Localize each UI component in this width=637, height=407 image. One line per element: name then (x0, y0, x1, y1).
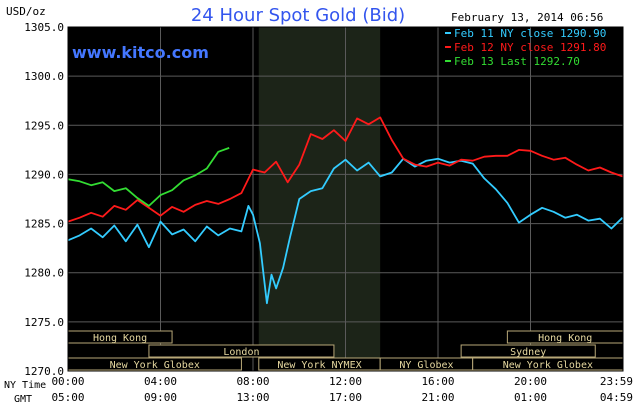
x-tick-label-ny: 08:00 (236, 375, 269, 388)
session-label: London (223, 347, 259, 358)
y-tick-label: 1290.0 (24, 168, 64, 181)
x-tick-label-gmt: 05:00 (51, 391, 84, 404)
y-tick-label: 1285.0 (24, 218, 64, 231)
session-label: Hong Kong (538, 333, 592, 344)
x-tick-label-ny: 16:00 (421, 375, 454, 388)
y-tick-label: 1275.0 (24, 316, 64, 329)
nymex-session-shade (258, 27, 381, 371)
x-tick-label-gmt: 13:00 (236, 391, 269, 404)
x-axis: 00:00 05:00 04:00 09:00 08:00 13:00 12:00 17:00… (51, 375, 633, 404)
session-label: Sydney (510, 347, 546, 358)
ny-time-label: NY Time (4, 380, 46, 391)
x-tick-label-ny: 04:00 (144, 375, 177, 388)
session-label: New York Globex (110, 360, 200, 371)
x-tick-label-ny: 23:59 (600, 375, 633, 388)
y-tick-label: 1295.0 (24, 119, 64, 132)
y-tick-label: 1270.0 (24, 365, 64, 378)
plot-border (67, 26, 624, 372)
x-tick-label-gmt: 04:59 (600, 391, 633, 404)
y-tick-label: 1280.0 (24, 267, 64, 280)
series-line (67, 157, 624, 305)
session-box (148, 344, 335, 358)
x-tick-label-ny: 00:00 (51, 375, 84, 388)
session-label: Hong Kong (93, 333, 147, 344)
watermark: www.kitco.com (72, 43, 209, 62)
x-tick-label-gmt: 17:00 (329, 391, 362, 404)
legend-entry: Feb 11 NY close 1290.90 (454, 27, 606, 40)
session-label: New York NYMEX (277, 360, 361, 371)
y-axis: 1305.0 1300.0 1295.0 1290.0 1285.0 1280.0 1275… (24, 21, 64, 378)
session-label: NY Globex (399, 360, 453, 371)
market-sessions: Hong Kong London New York Globex New York N… (67, 330, 624, 371)
x-tick-label-gmt: 09:00 (144, 391, 177, 404)
legend-entry: Feb 12 NY close 1291.80 (454, 41, 606, 54)
chart-title: 24 Hour Spot Gold (Bid) (191, 5, 405, 26)
date-stamp: February 13, 2014 06:56 (451, 11, 603, 24)
y-tick-label: 1305.0 (24, 21, 64, 34)
x-tick-label-gmt: 21:00 (421, 391, 454, 404)
x-tick-label-ny: 20:00 (514, 375, 547, 388)
x-tick-label-ny: 12:00 (329, 375, 362, 388)
price-series (67, 116, 624, 305)
grid-lines (68, 27, 623, 371)
series-line (67, 147, 230, 207)
legend-entry: Feb 13 Last 1292.70 (454, 55, 580, 68)
session-box (460, 344, 596, 358)
gmt-label: GMT (14, 394, 32, 405)
session-label: New York Globex (503, 360, 593, 371)
series-line (67, 116, 623, 223)
unit-label: USD/oz (6, 5, 46, 18)
y-tick-label: 1300.0 (24, 70, 64, 83)
x-tick-label-gmt: 01:00 (514, 391, 547, 404)
